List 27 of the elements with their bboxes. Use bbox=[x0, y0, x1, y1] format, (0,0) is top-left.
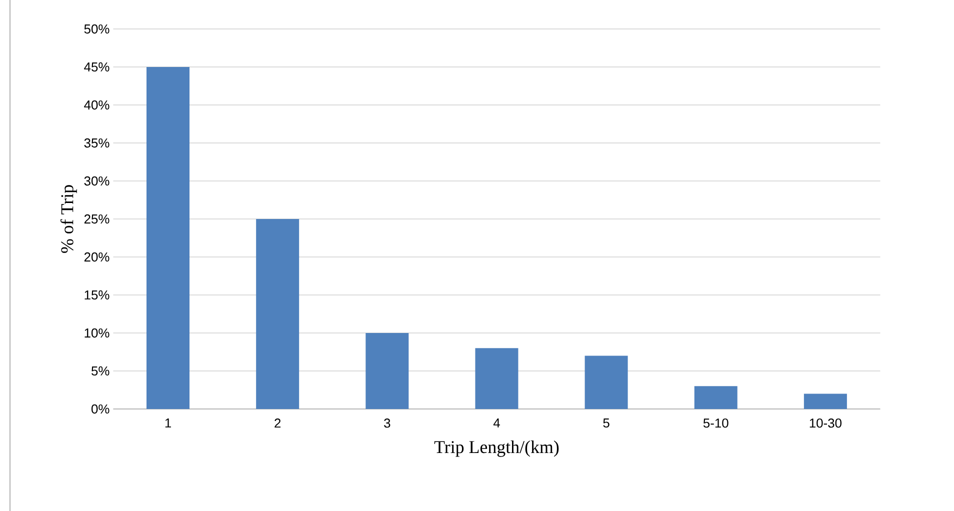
bar bbox=[475, 348, 518, 409]
y-tick-label: 40% bbox=[84, 100, 110, 110]
bar bbox=[694, 386, 738, 409]
bar bbox=[584, 356, 628, 409]
x-axis-title: Trip Length/(km) bbox=[434, 440, 559, 457]
x-tick-label: 4 bbox=[493, 418, 500, 428]
x-tick-label: 10-30 bbox=[810, 418, 842, 428]
y-tick-label: 25% bbox=[84, 214, 110, 224]
bar bbox=[804, 394, 847, 409]
y-tick-label: 0% bbox=[91, 404, 110, 414]
y-tick-label: 50% bbox=[84, 24, 110, 34]
bar bbox=[256, 218, 300, 409]
y-axis-title: % of Trip bbox=[60, 185, 77, 253]
x-tick-label: 3 bbox=[384, 418, 390, 428]
x-tick-label: 1 bbox=[165, 418, 171, 428]
y-tick-label: 15% bbox=[84, 290, 110, 300]
y-tick-label: 5% bbox=[92, 366, 110, 376]
x-tick-label: 2 bbox=[274, 418, 281, 428]
x-tick-label: 5-10 bbox=[703, 418, 728, 428]
bar bbox=[146, 66, 190, 409]
y-tick-label: 30% bbox=[84, 176, 110, 186]
y-tick-label: 35% bbox=[84, 138, 110, 148]
y-tick-label: 20% bbox=[84, 252, 110, 262]
bar bbox=[366, 332, 409, 409]
x-tick-label: 5 bbox=[603, 418, 610, 428]
y-tick-label: 45% bbox=[84, 62, 110, 72]
y-tick-label: 10% bbox=[84, 328, 110, 338]
